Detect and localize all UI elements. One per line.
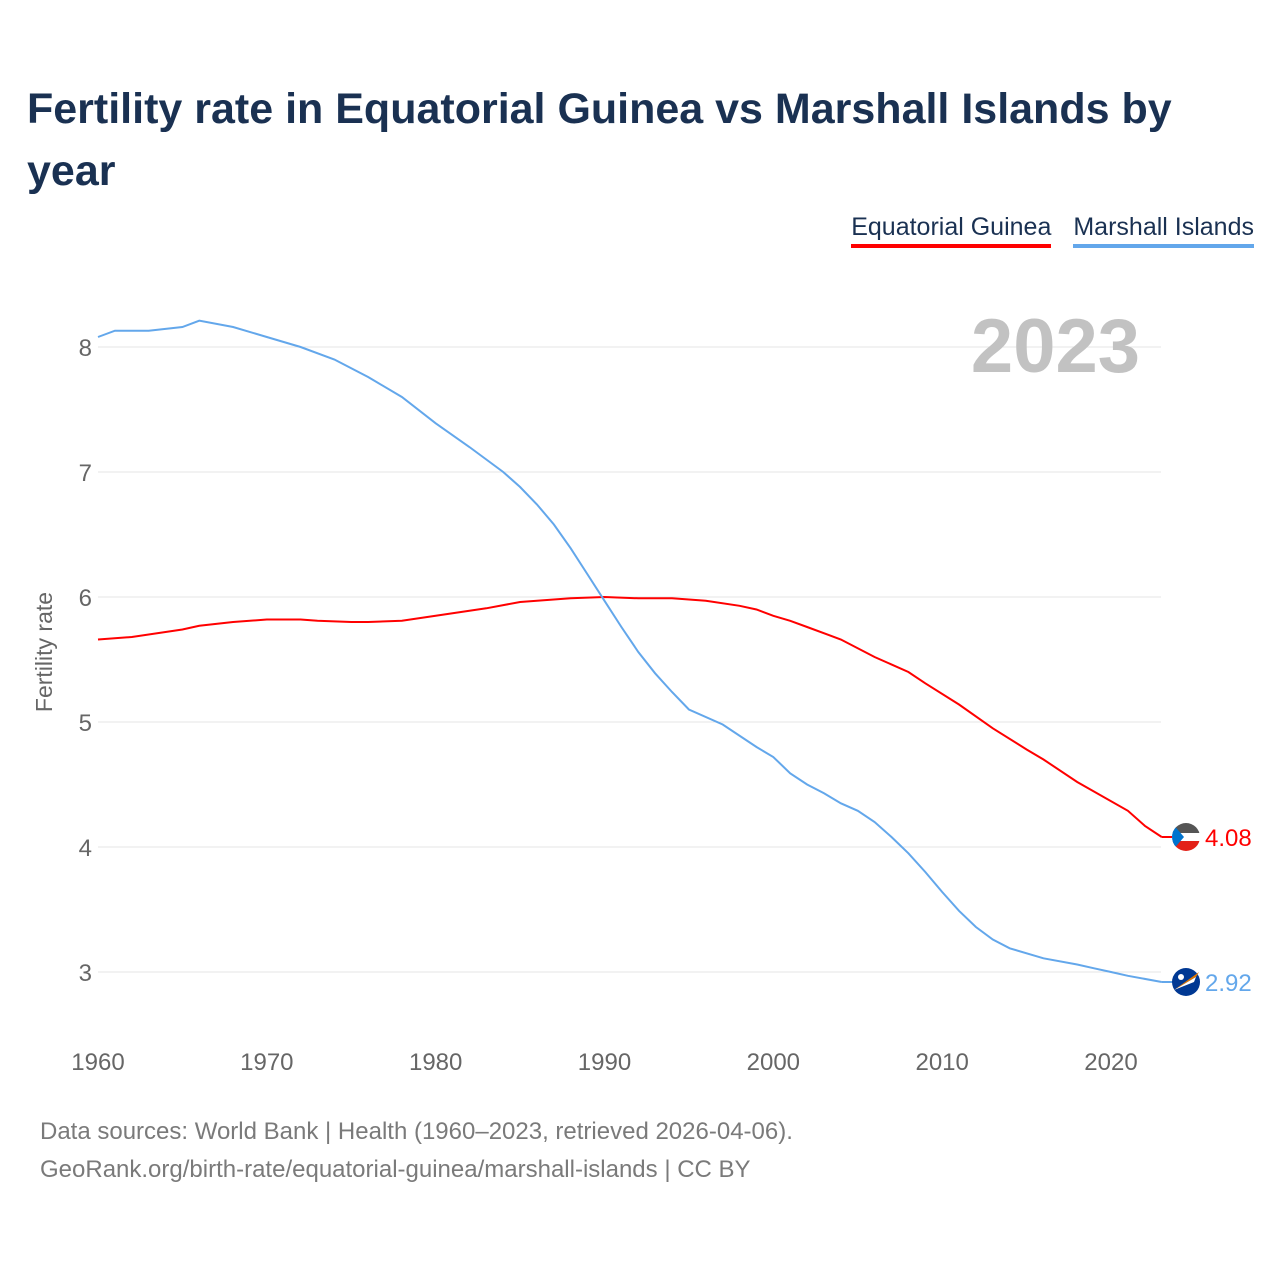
y-tick-label: 6 [79,585,92,612]
flag-marshall-islands-icon [1172,968,1200,996]
footer-sources: Data sources: World Bank | Health (1960–… [40,1118,793,1145]
footer-link[interactable]: GeoRank.org/birth-rate/equatorial-guinea… [40,1156,751,1183]
legend-item-marshall-islands[interactable]: Marshall Islands [1073,213,1254,248]
y-axis-label: Fertility rate [31,592,57,712]
series-line-marshall-islands [97,319,1162,983]
x-tick-label: 1990 [578,1049,631,1076]
x-tick-label: 2020 [1084,1049,1137,1076]
x-tick-label: 2010 [915,1049,968,1076]
legend: Equatorial Guinea Marshall Islands [851,213,1254,248]
y-tick-label: 8 [79,335,92,362]
y-tick-label: 7 [79,460,92,487]
legend-item-equatorial-guinea[interactable]: Equatorial Guinea [851,213,1052,248]
y-tick-label: 3 [79,960,92,987]
y-tick-label: 5 [79,710,92,737]
flag-equatorial-guinea-icon [1172,823,1200,851]
series-line-equatorial-guinea [97,595,1163,838]
end-value-label: 2.92 [1205,970,1252,997]
x-tick-label: 1980 [409,1049,462,1076]
year-label: 2023 [971,304,1140,389]
x-tick-label: 1970 [240,1049,293,1076]
x-tick-label: 1960 [71,1049,124,1076]
x-tick-label: 2000 [747,1049,800,1076]
chart-title: Fertility rate in Equatorial Guinea vs M… [27,85,1172,195]
end-value-label: 4.08 [1205,825,1252,852]
y-tick-label: 4 [79,835,92,862]
